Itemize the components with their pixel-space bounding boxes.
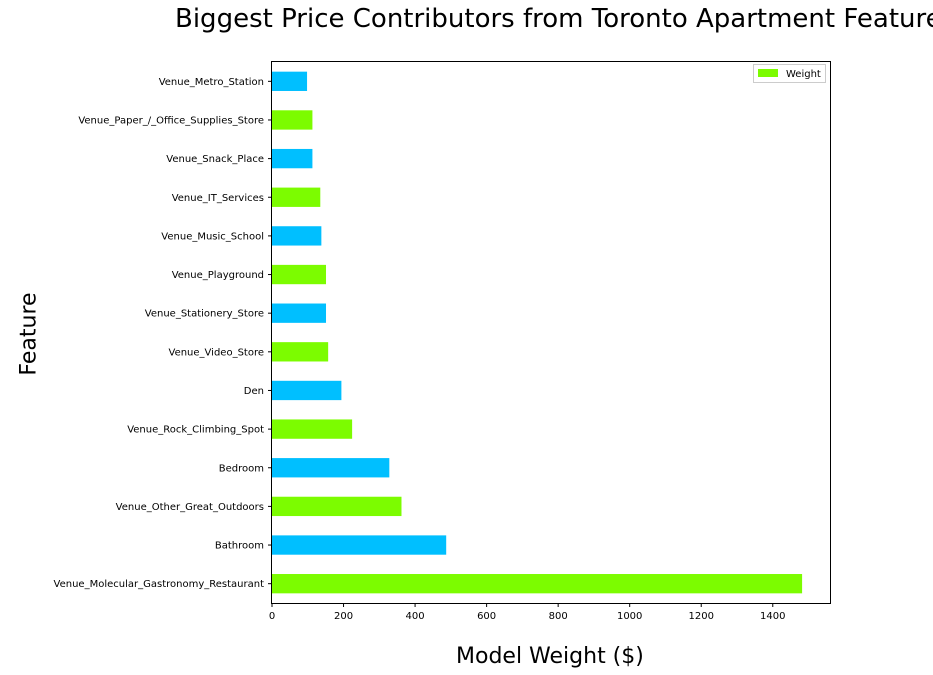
- plot-frame: [271, 61, 831, 604]
- x-tick-label: 800: [549, 611, 568, 622]
- x-tick-label: 400: [406, 611, 425, 622]
- bar: [272, 342, 329, 362]
- y-tick-label: Venue_Paper_/_Office_Supplies_Store: [78, 115, 264, 126]
- y-tick-label: Venue_Snack_Place: [166, 154, 264, 165]
- bar: [272, 535, 447, 555]
- legend-label: Weight: [786, 69, 821, 80]
- x-tick-group: 0 200 400 600 800 1000 1200 1400: [269, 603, 785, 622]
- y-tick-label: Bedroom: [219, 463, 264, 474]
- x-tick-label: 200: [334, 611, 353, 622]
- y-tick-label: Bathroom: [215, 541, 264, 552]
- bar: [272, 148, 313, 169]
- x-tick-label: 1000: [617, 611, 642, 622]
- y-tick-label: Venue_Video_Store: [169, 347, 265, 358]
- y-tick-label: Venue_Metro_Station: [159, 77, 264, 88]
- x-tick-label: 600: [477, 611, 496, 622]
- bar: [272, 419, 353, 439]
- bar: [272, 574, 803, 594]
- x-tick-label: 0: [269, 611, 275, 622]
- bar: [272, 264, 327, 285]
- bar: [272, 496, 402, 517]
- bar: [272, 71, 308, 91]
- y-tick-label: Venue_Stationery_Store: [145, 309, 264, 320]
- bar: [272, 458, 390, 478]
- chart-title: Biggest Price Contributors from Toronto …: [175, 4, 933, 34]
- x-tick-label: 1400: [760, 611, 785, 622]
- y-tick-label: Venue_Other_Great_Outdoors: [116, 502, 264, 513]
- bars-group: [272, 71, 803, 594]
- x-tick-label: 1200: [689, 611, 714, 622]
- y-tick-label: Venue_Playground: [172, 270, 264, 281]
- bar: [272, 110, 313, 130]
- y-tick-label: Venue_IT_Services: [172, 193, 264, 204]
- legend-swatch: [758, 69, 778, 77]
- legend: Weight: [753, 64, 826, 83]
- bar: [272, 187, 321, 207]
- bar: [272, 303, 327, 323]
- y-tick-label: Venue_Molecular_Gastronomy_Restaurant: [54, 579, 265, 590]
- y-tick-label: Venue_Music_School: [161, 231, 264, 242]
- bar: [272, 226, 322, 246]
- y-tick-label: Den: [244, 386, 264, 397]
- y-tick-label: Venue_Rock_Climbing_Spot: [127, 425, 264, 436]
- y-tick-group: Venue_Molecular_Gastronomy_Restaurant Bat…: [54, 77, 272, 590]
- x-axis-label: Model Weight ($): [456, 644, 644, 669]
- bar: [272, 380, 342, 401]
